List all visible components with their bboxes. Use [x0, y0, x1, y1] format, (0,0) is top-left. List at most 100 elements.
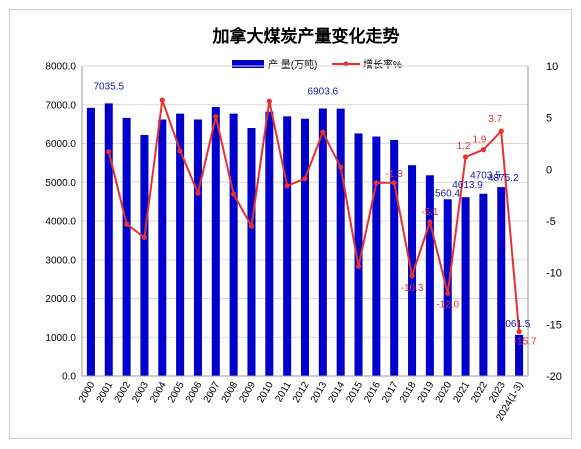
bar-data-label: 6903.6: [308, 86, 339, 97]
bar-2002: [122, 117, 131, 377]
growth-point-2014: [338, 164, 344, 170]
growth-point-2023: [498, 128, 504, 134]
bar-data-label: 4613.9: [452, 180, 483, 191]
x-tick-label: 2020: [434, 380, 455, 405]
x-tick-label: 2001: [95, 380, 116, 405]
growth-point-2017: [391, 180, 397, 186]
bar-2003: [140, 134, 149, 376]
x-tick-label: 2002: [113, 380, 134, 405]
x-tick-label: 2014: [327, 380, 348, 405]
right-tick-label: -5: [546, 216, 556, 228]
bar-2014: [336, 108, 345, 376]
growth-point-2022: [480, 147, 486, 153]
growth-data-label: -10.3: [401, 283, 424, 294]
x-tick-label: 2011: [273, 380, 293, 405]
growth-data-label: 1.9: [472, 135, 486, 146]
bar-2011: [283, 116, 292, 376]
growth-data-label: -1.3: [386, 169, 404, 180]
x-tick-label: 2016: [362, 380, 383, 405]
x-tick-label: 2017: [380, 380, 401, 405]
bar-2008: [229, 113, 238, 376]
x-tick-label: 2009: [237, 380, 258, 405]
left-tick-label: 5000.0: [45, 178, 76, 189]
bar-2019: [425, 175, 434, 376]
growth-point-2018: [409, 273, 415, 279]
left-tick-label: 0.0: [62, 372, 76, 383]
x-tick-label: 2006: [184, 380, 205, 405]
growth-point-2003: [141, 234, 148, 241]
right-tick-label: 5: [546, 113, 552, 125]
bar-2023: [497, 187, 506, 376]
x-tick-label: 2007: [202, 380, 223, 405]
growth-data-label: -5.1: [421, 207, 439, 218]
x-tick-label: 2021: [452, 380, 473, 405]
right-tick-label: -10: [546, 268, 562, 280]
bar-2015: [354, 133, 363, 376]
bar-2012: [300, 118, 310, 376]
bar-series-production: [86, 103, 524, 377]
chart-title: 加拿大煤炭产量变化走势: [212, 26, 400, 46]
x-tick-label: 2010: [255, 380, 276, 405]
bar-2005: [176, 113, 185, 376]
bar-data-label: 4560.4: [429, 188, 460, 199]
bar-2024(1-3): [515, 334, 524, 376]
right-tick-label: -20: [546, 371, 562, 383]
bar-2006: [193, 119, 202, 376]
x-tick-label: 2022: [469, 380, 490, 405]
right-tick-label: -15: [546, 319, 562, 331]
bar-2018: [408, 165, 417, 376]
growth-point-2001: [106, 149, 112, 155]
growth-point-2004: [159, 97, 165, 103]
line-series-growth: [106, 97, 522, 335]
growth-data-label: -15.7: [514, 337, 537, 348]
growth-data-label: 3.7: [488, 114, 502, 125]
bar-2022: [479, 193, 488, 376]
growth-point-2007: [213, 114, 219, 120]
bar-2016: [372, 136, 381, 376]
bar-2010: [265, 111, 274, 376]
growth-point-2015: [355, 263, 362, 270]
bar-2004: [158, 119, 167, 376]
legend-bar-label: 产 量(万吨): [268, 58, 317, 71]
left-tick-label: 1000.0: [45, 333, 76, 344]
growth-point-2024(1-3): [516, 328, 522, 335]
growth-point-2002: [124, 221, 130, 227]
growth-point-2021: [462, 154, 469, 160]
growth-data-label: -12.0: [436, 299, 459, 310]
x-tick-label: 2015: [344, 380, 365, 405]
growth-data-label: 1.2: [457, 141, 471, 152]
left-tick-label: 8000.0: [45, 62, 76, 73]
right-tick-label: 0: [546, 164, 552, 176]
bar-2001: [104, 103, 113, 376]
bar-2013: [318, 108, 327, 376]
x-tick-label: 2003: [130, 380, 151, 405]
x-tick-label: 2005: [166, 380, 187, 405]
growth-point-2010: [266, 98, 272, 104]
right-tick-label: 10: [546, 61, 558, 73]
growth-point-2011: [284, 183, 290, 189]
legend: 产 量(万吨) 增长率%: [232, 58, 402, 71]
bar-2009: [247, 128, 256, 376]
growth-point-2013: [320, 129, 326, 135]
x-tick-label: 2018: [398, 380, 419, 405]
bar-2000: [86, 107, 95, 376]
left-tick-label: 3000.0: [45, 255, 76, 266]
x-tick-label: 2013: [309, 380, 330, 405]
bar-2017: [390, 140, 399, 376]
left-tick-label: 6000.0: [45, 139, 76, 150]
growth-point-2020: [445, 290, 451, 296]
growth-point-2019: [427, 219, 433, 225]
x-tick-label: 2012: [291, 380, 312, 405]
bar-2021: [461, 197, 470, 376]
growth-point-2005: [177, 148, 183, 154]
chart-frame: 加拿大煤炭产量变化走势 产 量(万吨) 增长率% 0.0 1000.0 2000.0 3…: [9, 9, 572, 439]
coal-production-chart: 加拿大煤炭产量变化走势 产 量(万吨) 增长率% 0.0 1000.0 2000.0 3…: [45, 26, 562, 423]
growth-point-2016: [373, 180, 379, 186]
left-tick-label: 4000.0: [45, 217, 76, 228]
bar-2007: [211, 107, 220, 376]
growth-point-2006: [195, 190, 201, 196]
legend-line-label: 增长率%: [363, 58, 402, 71]
bar-data-label: 1061.5: [500, 319, 531, 330]
x-tick-label: 2000: [77, 380, 98, 405]
